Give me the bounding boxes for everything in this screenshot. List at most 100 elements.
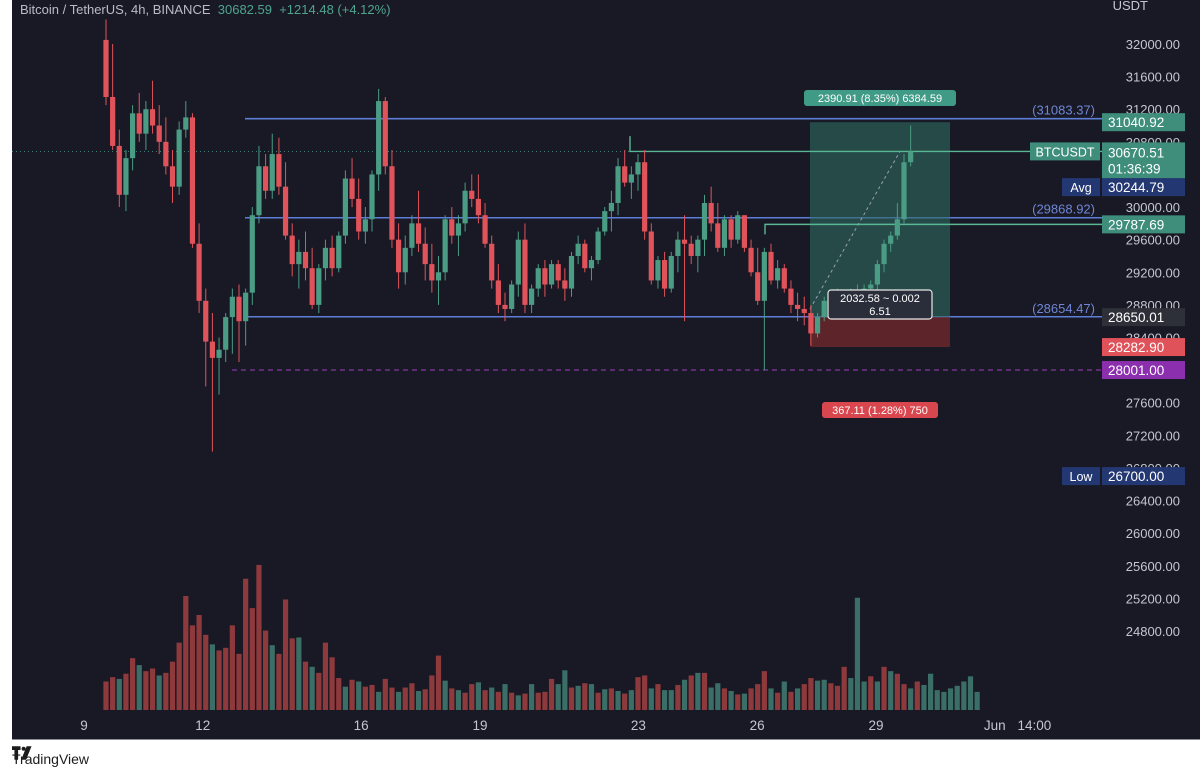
candle-body bbox=[236, 296, 242, 322]
volume-bar bbox=[435, 655, 442, 710]
volume-bar bbox=[881, 666, 887, 710]
volume-bar bbox=[708, 687, 714, 710]
volume-bar bbox=[169, 661, 176, 710]
price-tag-bg bbox=[1102, 308, 1185, 327]
position-target-label-text: 2390.91 (8.35%) 6384.59 bbox=[818, 93, 942, 105]
volume-bar bbox=[848, 678, 854, 710]
price-tag-label: 26700.00 bbox=[1108, 469, 1164, 484]
candle-body bbox=[755, 272, 761, 301]
candle-body bbox=[462, 190, 468, 224]
price-tag-bg bbox=[1102, 361, 1185, 380]
position-path-line bbox=[809, 151, 901, 310]
candle-body bbox=[163, 141, 169, 167]
volume-bar bbox=[289, 638, 295, 710]
candle-body bbox=[402, 247, 408, 273]
volume-bar bbox=[422, 689, 428, 710]
candle-body bbox=[695, 239, 701, 256]
candle-body bbox=[362, 219, 368, 232]
price-tag-bg bbox=[1102, 215, 1185, 234]
candle-body bbox=[249, 215, 255, 293]
price-tag-name: Avg bbox=[1070, 181, 1091, 195]
volume-bar bbox=[768, 688, 774, 710]
volume-bar bbox=[828, 683, 834, 710]
candle-body bbox=[535, 268, 541, 289]
candle-body bbox=[509, 284, 515, 309]
volume-bar bbox=[761, 671, 767, 710]
price-tag-label: 29787.69 bbox=[1108, 217, 1164, 232]
volume-bar bbox=[502, 684, 508, 710]
volume-bar bbox=[615, 691, 621, 710]
volume-bar bbox=[442, 680, 448, 710]
volume-bar bbox=[821, 679, 827, 710]
symbol-title: Bitcoin / TetherUS, 4h, BINANCE bbox=[20, 2, 211, 17]
candle-body bbox=[814, 317, 821, 334]
volume-bar bbox=[868, 676, 874, 710]
candle-body bbox=[575, 243, 581, 256]
volume-bar bbox=[755, 684, 761, 710]
candle-body bbox=[409, 223, 415, 248]
volume-bar bbox=[662, 690, 668, 710]
volume-bar bbox=[382, 678, 388, 710]
volume-bar bbox=[701, 672, 708, 710]
candle-body bbox=[289, 235, 295, 265]
volume-bar bbox=[535, 692, 541, 710]
volume-bar bbox=[928, 673, 934, 710]
candle-body bbox=[263, 166, 269, 191]
price-tick-label: 29200.00 bbox=[1126, 265, 1180, 280]
volume-bar bbox=[781, 681, 787, 710]
candle-body bbox=[748, 247, 754, 273]
time-tick-label: 9 bbox=[80, 718, 88, 733]
price-tag-label: 31040.92 bbox=[1108, 115, 1164, 130]
candle-body bbox=[735, 215, 741, 240]
candle-body bbox=[449, 219, 455, 236]
volume-bar bbox=[156, 675, 162, 710]
position-target-label-bg bbox=[804, 90, 956, 106]
volume-bar bbox=[874, 681, 880, 710]
candle-body bbox=[548, 264, 555, 285]
candle-body bbox=[515, 239, 521, 285]
candle-body bbox=[269, 154, 275, 191]
price-tag-bg bbox=[1102, 143, 1185, 162]
candle-body bbox=[442, 219, 448, 273]
candle-body bbox=[316, 268, 322, 305]
volume-bar bbox=[342, 686, 348, 710]
last-price: 30682.59 bbox=[217, 2, 272, 17]
price-tag-bg bbox=[1102, 338, 1185, 357]
candle-body bbox=[322, 247, 329, 269]
candle-body bbox=[615, 166, 621, 203]
volume-bar bbox=[914, 681, 920, 710]
candle-body bbox=[768, 251, 774, 281]
volume-bar bbox=[149, 668, 156, 710]
time-tick-label: 23 bbox=[631, 718, 646, 733]
candle-body bbox=[196, 243, 202, 301]
candle-body bbox=[489, 243, 495, 281]
candle-body bbox=[761, 251, 767, 301]
chart-header: Bitcoin / TetherUS, 4h, BINANCE 30682.59… bbox=[20, 2, 391, 17]
teal-reference-line bbox=[764, 223, 1102, 235]
price-tick-label: 31600.00 bbox=[1126, 70, 1180, 85]
price-tag-bg bbox=[1102, 178, 1185, 197]
price-tag-label: 28001.00 bbox=[1108, 363, 1164, 378]
volume-bar bbox=[814, 680, 821, 710]
volume-bar bbox=[269, 645, 275, 710]
volume-bar bbox=[908, 688, 914, 710]
tradingview-footer[interactable]: TradingView bbox=[12, 746, 89, 772]
volume-bar bbox=[489, 687, 495, 710]
candle-body bbox=[874, 264, 880, 285]
volume-bar bbox=[628, 690, 634, 710]
candle-body bbox=[808, 313, 814, 334]
price-tick-label: 26400.00 bbox=[1126, 494, 1180, 509]
candle-body bbox=[908, 151, 914, 163]
price-tick-label: 30000.00 bbox=[1126, 200, 1180, 215]
volume-bar bbox=[402, 687, 408, 710]
volume-bar bbox=[841, 666, 847, 710]
price-tick-label: 25200.00 bbox=[1126, 591, 1180, 606]
volume-bar bbox=[854, 597, 861, 710]
candle-body bbox=[642, 162, 648, 232]
candle-body bbox=[389, 166, 395, 240]
position-mid-label-bg bbox=[827, 289, 933, 320]
volume-bar bbox=[329, 657, 335, 710]
price-tag-name-bg bbox=[1030, 142, 1100, 161]
level-label: (29868.92) bbox=[1032, 202, 1095, 217]
candle-body bbox=[529, 288, 535, 305]
